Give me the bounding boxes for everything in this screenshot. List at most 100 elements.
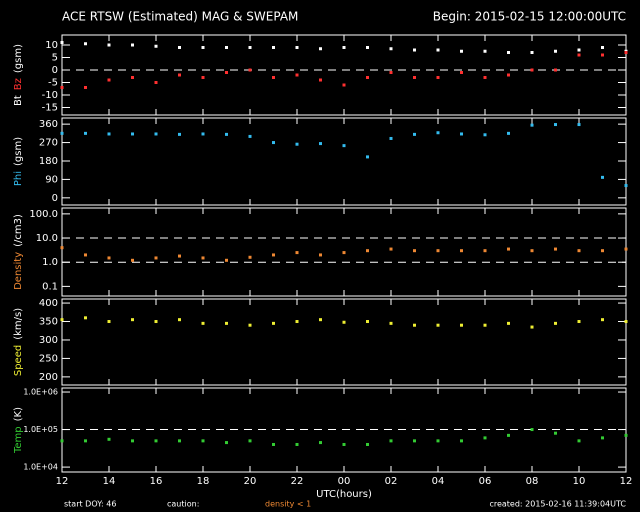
- y-axis-label-part: Speed: [13, 345, 24, 376]
- y-axis-label: Phi (gsm): [13, 137, 24, 186]
- data-point: [201, 132, 205, 136]
- data-point: [389, 136, 393, 140]
- panel-frame: [61, 117, 627, 206]
- data-point: [554, 431, 557, 435]
- y-tick-label: 1.0E+06: [23, 388, 58, 397]
- data-point: [178, 132, 181, 136]
- y-axis-label: Speed (km/s): [13, 308, 24, 376]
- data-point: [483, 323, 487, 327]
- data-point: [319, 78, 322, 82]
- data-point: [131, 258, 134, 262]
- data-point: [577, 320, 581, 324]
- data-point: [624, 184, 628, 188]
- data-point: [319, 318, 322, 322]
- panel-frame: [61, 298, 627, 386]
- y-tick-label: 0: [52, 65, 58, 76]
- y-axis-label-part: (gsm): [13, 137, 24, 166]
- data-point: [530, 249, 534, 253]
- y-axis-label-part: Bt: [13, 95, 24, 106]
- data-point: [107, 256, 111, 260]
- data-point: [60, 41, 64, 44]
- x-tick-label: 14: [103, 476, 116, 487]
- data-point: [601, 53, 604, 57]
- y-tick-label: 200: [39, 372, 58, 383]
- data-point: [601, 46, 604, 49]
- data-point: [295, 251, 299, 255]
- data-point: [436, 323, 440, 327]
- x-tick-label: 02: [385, 476, 398, 487]
- data-point: [295, 442, 299, 446]
- y-axis-label-part: Density: [13, 252, 24, 290]
- data-point: [436, 48, 440, 52]
- y-axis-label-part: Temp: [13, 426, 24, 454]
- data-point: [436, 131, 440, 135]
- data-point: [413, 48, 416, 52]
- data-point: [60, 131, 64, 135]
- data-point: [530, 51, 534, 54]
- x-tick-label: 10: [573, 476, 586, 487]
- y-tick-label: 350: [39, 317, 58, 328]
- y-axis-label-part: Phi: [13, 171, 24, 186]
- data-point: [178, 73, 181, 77]
- data-point: [342, 83, 346, 87]
- x-tick-label: 12: [620, 476, 633, 487]
- data-point: [84, 86, 87, 89]
- data-point: [483, 436, 487, 440]
- data-point: [319, 253, 322, 257]
- data-point: [154, 81, 158, 84]
- data-point: [225, 441, 228, 445]
- data-point: [319, 441, 322, 445]
- data-point: [530, 68, 534, 72]
- data-point: [107, 43, 111, 47]
- data-point: [178, 254, 181, 258]
- data-point: [342, 320, 346, 324]
- data-point: [225, 46, 228, 49]
- data-point: [601, 249, 604, 253]
- x-axis-label: UTC(hours): [316, 489, 372, 500]
- data-point: [154, 256, 158, 260]
- data-point: [554, 68, 557, 72]
- data-point: [154, 320, 158, 324]
- data-point: [554, 49, 557, 53]
- data-point: [601, 436, 604, 440]
- data-point: [460, 439, 463, 443]
- data-point: [460, 249, 463, 253]
- data-point: [131, 318, 134, 322]
- data-point: [154, 132, 158, 136]
- data-point: [84, 439, 87, 443]
- data-point: [84, 42, 87, 46]
- data-point: [624, 433, 628, 437]
- data-point: [154, 44, 158, 48]
- data-point: [272, 76, 275, 79]
- x-tick-label: 06: [479, 476, 492, 487]
- y-tick-label: 0.1: [42, 281, 58, 292]
- data-point: [507, 247, 510, 251]
- data-point: [154, 439, 158, 443]
- data-point: [577, 48, 581, 52]
- data-point: [530, 325, 534, 329]
- caution-label: caution:: [167, 500, 199, 509]
- data-point: [577, 249, 581, 253]
- data-point: [483, 76, 487, 79]
- data-point: [460, 49, 463, 53]
- data-point: [84, 316, 87, 320]
- data-point: [413, 76, 416, 79]
- data-point: [507, 131, 510, 135]
- y-tick-label: 90: [45, 174, 58, 185]
- data-point: [131, 439, 134, 443]
- data-point: [483, 49, 487, 53]
- data-point: [366, 249, 369, 253]
- data-point: [84, 253, 87, 257]
- data-point: [366, 46, 369, 49]
- y-tick-label: 1.0E+05: [23, 425, 58, 434]
- data-point: [554, 123, 557, 127]
- data-point: [60, 318, 64, 322]
- caution-note: density < 1: [265, 500, 311, 509]
- y-tick-label: 0: [52, 193, 58, 204]
- data-point: [225, 132, 228, 136]
- data-point: [342, 442, 346, 446]
- start-doy: start DOY: 46: [64, 500, 116, 509]
- data-point: [295, 142, 299, 146]
- data-point: [483, 133, 487, 137]
- data-point: [507, 73, 510, 77]
